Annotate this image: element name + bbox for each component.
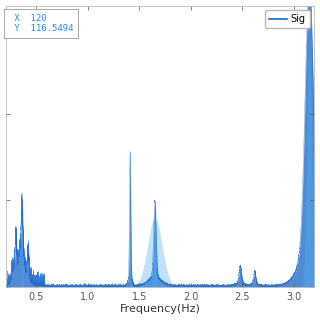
X-axis label: Frequency(Hz): Frequency(Hz) — [120, 304, 200, 315]
Text: X  120
 Y  116.5494: X 120 Y 116.5494 — [9, 14, 73, 33]
Legend: Sig: Sig — [265, 11, 309, 28]
